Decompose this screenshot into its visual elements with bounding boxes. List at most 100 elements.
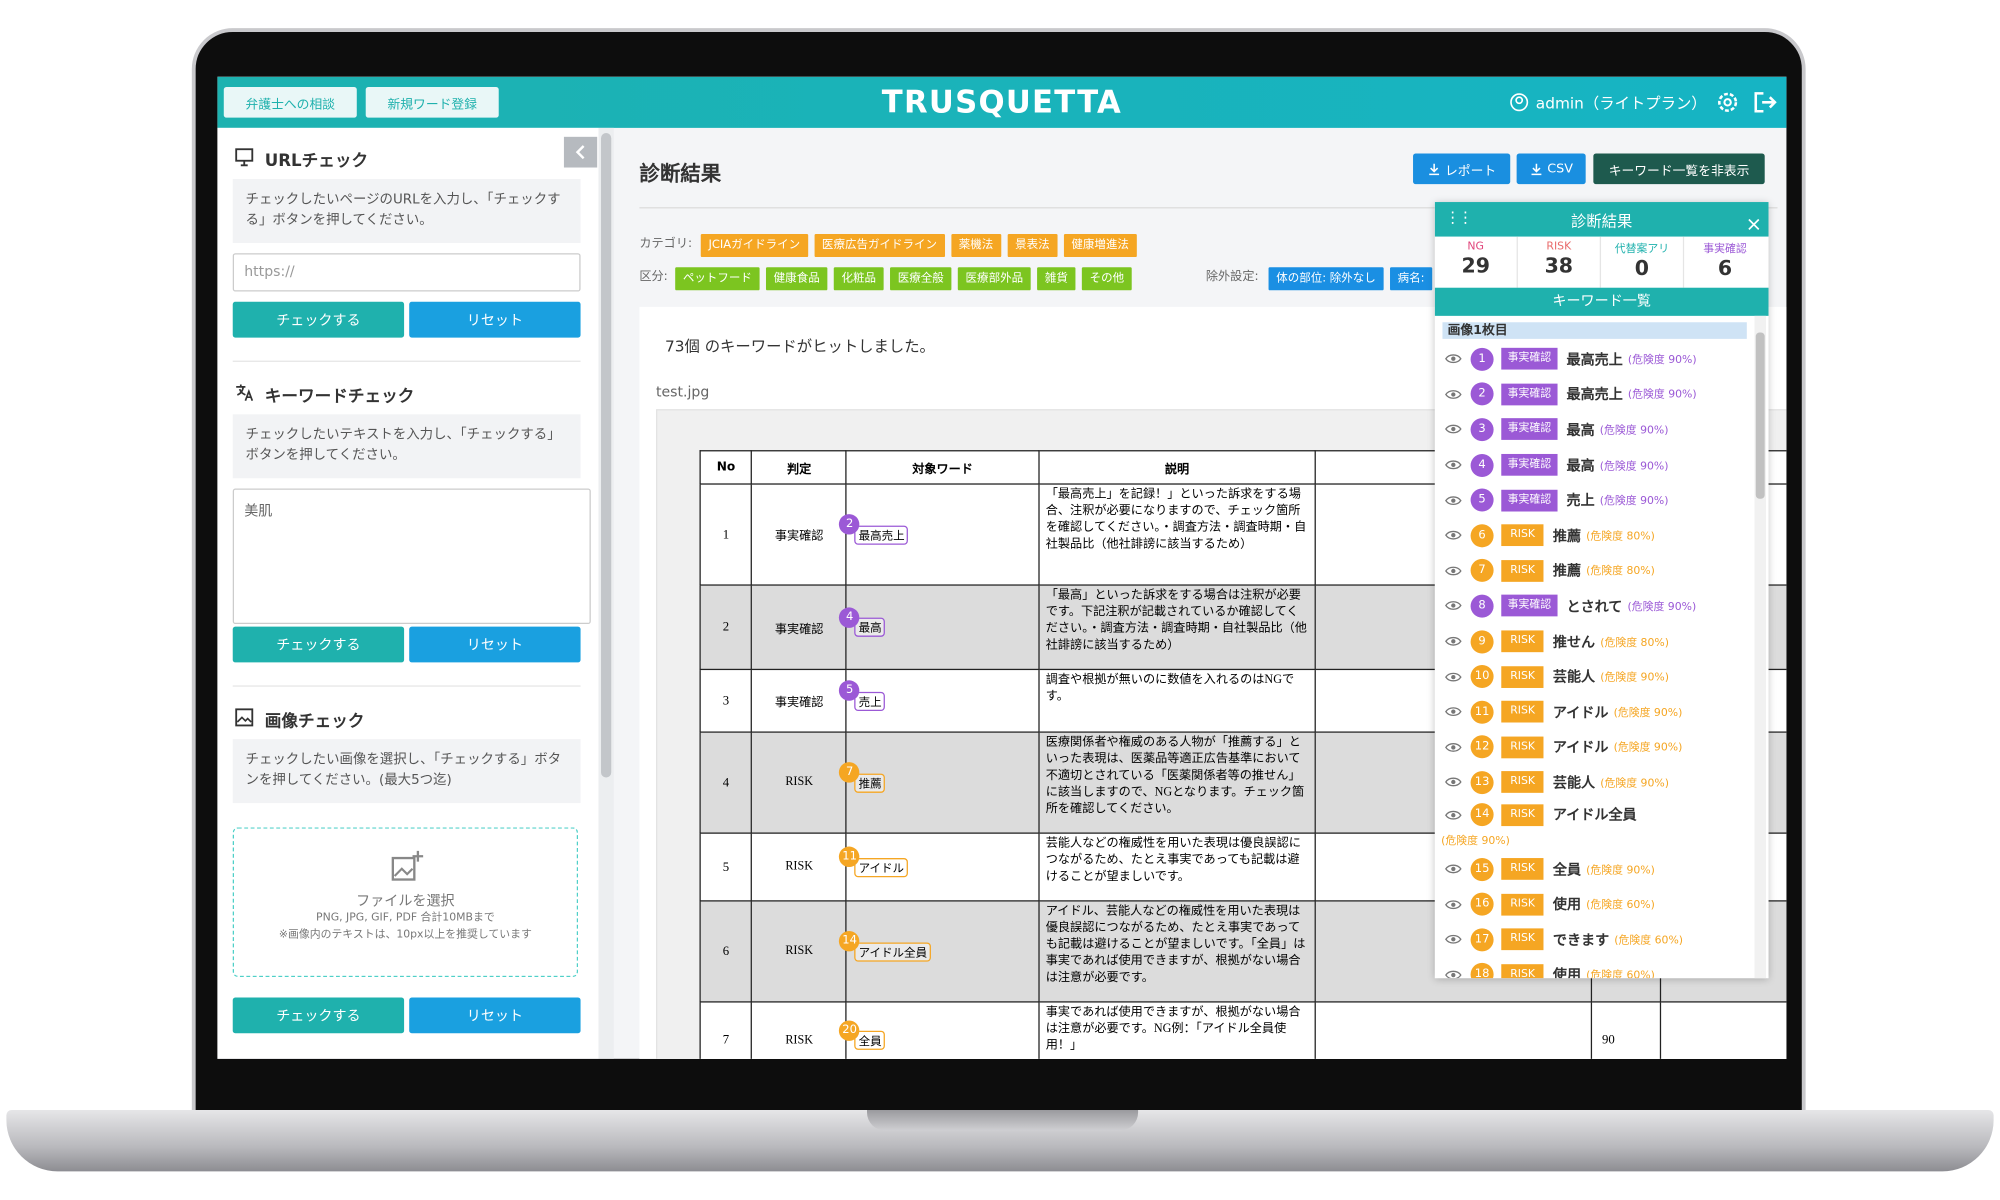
filter-tag[interactable]: 医療全般 xyxy=(890,267,952,291)
keyword-textarea[interactable]: 美肌 xyxy=(232,488,591,625)
filter-tag[interactable]: 体の部位: 除外なし xyxy=(1268,267,1384,291)
item-number: 13 xyxy=(1470,770,1494,795)
eye-icon-svg xyxy=(1445,354,1462,364)
keyword-item[interactable]: 13 RISK 芸能人 (危険度 90%) xyxy=(1435,765,1755,800)
keyword-item[interactable]: 6 RISK 推薦 (危険度 80%) xyxy=(1435,518,1755,553)
cell-no: 5 xyxy=(699,832,753,902)
cell-empty xyxy=(1659,1001,1787,1059)
cell-word: 14 アイドル全員 xyxy=(839,900,1040,1003)
item-risk: (危険度 60%) xyxy=(1586,969,1655,979)
cell-description: 調査や根拠が無いのに数値を入れるのはNGです。 xyxy=(1038,668,1317,733)
filter-tag[interactable]: 医療広告ガイドライン xyxy=(814,234,945,258)
main-title: 診断結果 xyxy=(639,161,722,186)
item-word: 最高売上 xyxy=(1566,386,1623,404)
keyword-item[interactable]: 8 事実確認 とされて (危険度 90%) xyxy=(1435,588,1755,623)
cell-word: 7 推薦 xyxy=(839,731,1040,834)
sidebar-button[interactable]: リセット xyxy=(409,301,581,338)
keyword-item[interactable]: 10 RISK 芸能人 (危険度 90%) xyxy=(1435,659,1755,694)
item-tag: RISK xyxy=(1501,665,1544,688)
section-description: チェックしたいページのURLを入力し、「チェックする」ボタンを押してください。 xyxy=(232,179,581,243)
keyword-item[interactable]: 14 RISK アイドル全員 (危険度 90%) xyxy=(1435,800,1755,851)
filter-tag[interactable]: 雑貨 xyxy=(1037,267,1076,291)
item-number: 12 xyxy=(1470,735,1494,759)
sidebar-button[interactable]: チェックする xyxy=(232,301,405,338)
keyword-item[interactable]: 12 RISK アイドル (危険度 90%) xyxy=(1435,730,1755,765)
eye-icon xyxy=(1445,386,1462,403)
keyword-item[interactable]: 9 RISK 推せん (危険度 80%) xyxy=(1435,624,1755,659)
main-button[interactable]: キーワード一覧を非表示 xyxy=(1593,153,1765,185)
filter-tag[interactable]: 景表法 xyxy=(1007,234,1058,258)
filter-tag[interactable]: 薬機法 xyxy=(951,234,1001,258)
upload-area[interactable]: ファイルを選択 PNG, JPG, GIF, PDF 合計10MBまで ※画像内のテ… xyxy=(232,827,579,977)
word-marker: 11 xyxy=(839,846,860,868)
main-button[interactable]: CSV xyxy=(1516,153,1586,185)
close-button[interactable] xyxy=(1747,212,1761,230)
settings-icon xyxy=(1715,90,1741,116)
upload-label: ファイルを選択 xyxy=(356,892,455,910)
word-marker: 5 xyxy=(839,680,860,701)
url-input[interactable]: https:// xyxy=(232,253,581,292)
item-tag: RISK xyxy=(1501,803,1544,826)
eye-icon-svg xyxy=(1445,970,1462,979)
keyword-list: 画像1枚目 1 事実確認 最高売上 (危険度 90%) 2 事実確認 最高売上 (危険度 90%… xyxy=(1435,316,1755,979)
keyword-item[interactable]: 2 事実確認 最高売上 (危険度 90%) xyxy=(1435,377,1755,412)
panel-header: ⋮⋮ 診断結果 xyxy=(1434,202,1769,237)
word-highlight: アイドル全員 xyxy=(854,941,931,961)
filter-tag[interactable]: 病名: xyxy=(1389,267,1433,291)
keyword-item[interactable]: 5 事実確認 売上 (危険度 90%) xyxy=(1435,483,1755,518)
item-word: 売上 xyxy=(1566,492,1595,510)
stat-label: 事実確認 xyxy=(1703,242,1747,256)
sidebar-button[interactable]: リセット xyxy=(409,626,581,663)
keyword-item[interactable]: 17 RISK できます (危険度 60%) xyxy=(1435,922,1755,957)
sidebar-button[interactable]: チェックする xyxy=(232,997,405,1034)
keyword-item[interactable]: 4 事実確認 最高 (危険度 90%) xyxy=(1435,447,1755,482)
filter-tag[interactable]: JCIAガイドライン xyxy=(700,234,808,258)
item-word: 最高 xyxy=(1566,421,1595,439)
item-number: 8 xyxy=(1470,594,1494,618)
button-text: レポート xyxy=(1445,164,1497,179)
sidebar-button[interactable]: リセット xyxy=(409,997,581,1034)
sidebar-button[interactable]: チェックする xyxy=(232,626,405,663)
keyword-item[interactable]: 7 RISK 推薦 (危険度 80%) xyxy=(1435,553,1755,588)
eye-icon xyxy=(1445,896,1462,913)
cell-no: 3 xyxy=(699,668,753,733)
header-button[interactable]: 弁護士への相談 xyxy=(223,86,357,118)
keyword-item[interactable]: 3 事実確認 最高 (危険度 90%) xyxy=(1435,412,1755,447)
keyword-item[interactable]: 16 RISK 使用 (危険度 60%) xyxy=(1435,887,1755,922)
eye-icon-svg xyxy=(1445,864,1462,874)
user-name[interactable]: admin（ライトプラン） xyxy=(1535,94,1707,113)
table-header-cell: 説明 xyxy=(1038,450,1317,485)
item-risk: (危険度 90%) xyxy=(1627,600,1697,614)
cell-word: 5 売上 xyxy=(839,668,1040,733)
eye-icon xyxy=(1445,633,1462,650)
item-tag: RISK xyxy=(1501,893,1544,916)
button-text: チェックする xyxy=(276,636,361,654)
eye-icon xyxy=(1445,492,1462,509)
filter-tag[interactable]: ペットフード xyxy=(675,267,760,291)
upload-note: ※画像内のテキストは、10px以上を推奨しています xyxy=(278,928,532,942)
panel-title: 診断結果 xyxy=(1570,212,1633,231)
item-risk: (危険度 90%) xyxy=(1627,353,1697,367)
item-risk: (危険度 80%) xyxy=(1586,530,1655,544)
section-icon xyxy=(233,381,256,404)
eye-icon xyxy=(1445,457,1462,474)
filter-tag[interactable]: 化粧品 xyxy=(833,267,884,291)
filter-tag[interactable]: その他 xyxy=(1081,267,1132,291)
cell-word: 2 最高売上 xyxy=(839,483,1040,586)
item-risk: (危険度 90%) xyxy=(1599,459,1669,473)
screen: 弁護士への相談 新規ワード登録 TRUSQUETTA admin（ライトプラン） UR… xyxy=(217,76,1787,1059)
item-tag: RISK xyxy=(1501,630,1544,653)
filter-tag[interactable]: 健康増進法 xyxy=(1063,234,1137,258)
filter-tag[interactable]: 健康食品 xyxy=(766,267,828,291)
header-button[interactable]: 新規ワード登録 xyxy=(365,86,499,118)
cell-judge: RISK xyxy=(751,731,848,834)
filter-tag[interactable]: 医療部外品 xyxy=(957,267,1031,291)
cell-extra: 90 xyxy=(1590,1001,1662,1059)
keyword-item[interactable]: 18 RISK 使用 (危険度 60%) xyxy=(1435,957,1755,979)
keyword-item[interactable]: 11 RISK アイドル (危険度 90%) xyxy=(1435,694,1755,729)
cell-no: 1 xyxy=(699,483,753,586)
main-button[interactable]: レポート xyxy=(1413,153,1511,185)
button-text: キーワード一覧を非表示 xyxy=(1608,164,1750,179)
keyword-item[interactable]: 1 事実確認 最高売上 (危険度 90%) xyxy=(1435,341,1755,376)
keyword-item[interactable]: 15 RISK 全員 (危険度 90%) xyxy=(1435,851,1755,886)
